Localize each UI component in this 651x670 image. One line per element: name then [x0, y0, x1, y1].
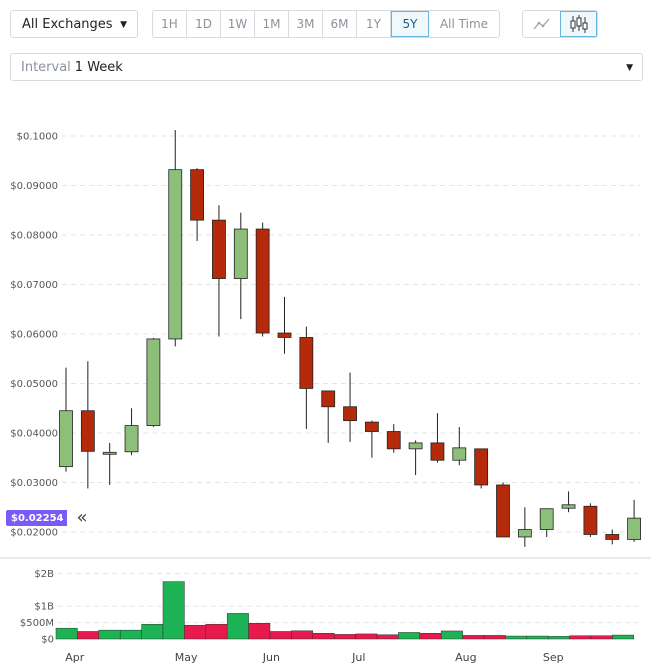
time-axis-label: Aug: [455, 651, 476, 664]
candle-down: [605, 534, 620, 540]
candle-down: [496, 484, 510, 538]
volume-bar-down: [355, 633, 378, 640]
candle-up: [561, 504, 576, 509]
candle-up: [517, 529, 532, 538]
volume-bar-up: [55, 627, 78, 640]
line-chart-icon: [533, 18, 549, 30]
volume-tick-label: $500M: [20, 618, 54, 629]
interval-select[interactable]: Interval 1 Week ▼: [10, 53, 643, 81]
candle-up: [146, 338, 161, 426]
time-range-group: 1H 1D 1W 1M 3M 6M 1Y 5Y All Time: [152, 10, 500, 38]
volume-bar-up: [505, 635, 528, 640]
candle-down: [80, 410, 95, 452]
volume-bar-up: [526, 635, 549, 640]
volume-bar-up: [98, 629, 121, 640]
current-price-tag: $0.02254: [6, 510, 77, 526]
candle-down: [430, 442, 445, 461]
candle-down: [321, 390, 336, 408]
range-button-6m[interactable]: 6M: [323, 11, 357, 37]
volume-bar-down: [419, 633, 442, 640]
candle-down: [299, 337, 314, 389]
time-axis-label: Sep: [543, 651, 564, 664]
volume-bar-down: [590, 635, 613, 640]
candle-up: [124, 425, 139, 453]
candle-up: [233, 228, 248, 279]
volume-bar-down: [269, 631, 292, 640]
volume-tick-label: $2B: [34, 569, 54, 580]
volume-tick-label: $0: [41, 635, 54, 646]
volume-bar-up: [226, 613, 249, 640]
range-button-5y[interactable]: 5Y: [391, 11, 429, 37]
candlestick-chart-icon: [570, 15, 587, 33]
time-axis-label: Jul: [351, 651, 365, 664]
chart-type-group: [522, 10, 598, 38]
candlestick-chart-button[interactable]: [560, 11, 597, 37]
volume-bar-down: [291, 630, 314, 640]
volume-bar-up: [547, 636, 570, 640]
volume-bar-down: [483, 635, 506, 640]
candle-down: [190, 169, 205, 221]
volume-bar-down: [205, 623, 228, 640]
candle-up: [539, 508, 554, 530]
price-tick-label: $0.03000: [10, 478, 58, 489]
chevron-down-icon: ▼: [120, 20, 127, 30]
price-tick-label: $0.05000: [10, 379, 58, 390]
interval-label: Interval: [21, 59, 71, 75]
volume-bar-up: [119, 629, 142, 640]
price-tick-label: $0.07000: [10, 280, 58, 291]
volume-bar-down: [248, 623, 271, 640]
price-tick-label: $0.08000: [10, 231, 58, 242]
volume-bar-down: [77, 631, 100, 640]
volume-bar-down: [184, 624, 207, 640]
candle-up: [168, 169, 183, 340]
volume-bar-down: [462, 635, 485, 640]
price-tick-label: $0.02000: [10, 528, 58, 539]
volume-bar-up: [398, 632, 421, 640]
candle-down: [386, 431, 401, 450]
price-tick-label: $0.06000: [10, 330, 58, 341]
volume-bar-up: [141, 623, 164, 640]
time-axis-label: Jun: [262, 651, 280, 664]
volume-bar-up: [612, 634, 635, 640]
volume-tick-label: $1B: [34, 602, 54, 613]
candle-up: [627, 517, 641, 540]
range-button-1h[interactable]: 1H: [153, 11, 187, 37]
candle-up: [102, 451, 117, 455]
price-tick-label: $0.04000: [10, 429, 58, 440]
volume-bar-up: [440, 630, 463, 640]
chevron-down-icon: ▼: [626, 63, 633, 73]
candle-up: [408, 442, 423, 450]
range-button-1w[interactable]: 1W: [221, 11, 255, 37]
candle-down: [343, 406, 357, 422]
range-button-1d[interactable]: 1D: [187, 11, 221, 37]
candle-down: [277, 332, 292, 338]
collapse-double-chevron-icon[interactable]: «: [67, 506, 97, 528]
volume-bar-down: [312, 633, 335, 640]
range-button-3m[interactable]: 3M: [289, 11, 323, 37]
exchange-select-value: All Exchanges: [22, 16, 113, 32]
candle-down: [474, 448, 489, 486]
candle-up: [59, 410, 73, 468]
candle-down: [364, 421, 379, 432]
line-chart-button[interactable]: [523, 11, 560, 37]
time-axis-label: Apr: [65, 651, 85, 664]
price-tick-label: $0.1000: [17, 132, 58, 143]
candle-down: [212, 219, 226, 279]
interval-value: 1 Week: [74, 59, 123, 75]
price-tick-label: $0.09000: [10, 181, 58, 192]
candle-down: [583, 505, 598, 535]
time-axis-label: May: [175, 651, 198, 664]
candle-up: [452, 447, 467, 461]
volume-bar-down: [333, 634, 356, 640]
volume-bar-up: [162, 581, 185, 640]
range-button-1y[interactable]: 1Y: [357, 11, 391, 37]
toolbar: All Exchanges ▼ 1H 1D 1W 1M 3M 6M 1Y 5Y All Time: [0, 0, 651, 50]
candle-down: [255, 228, 270, 334]
exchange-select[interactable]: All Exchanges ▼: [10, 10, 138, 38]
volume-bar-down: [376, 634, 399, 640]
volume-bar-down: [569, 635, 592, 640]
range-button-1m[interactable]: 1M: [255, 11, 289, 37]
range-button-all-time[interactable]: All Time: [439, 17, 489, 31]
